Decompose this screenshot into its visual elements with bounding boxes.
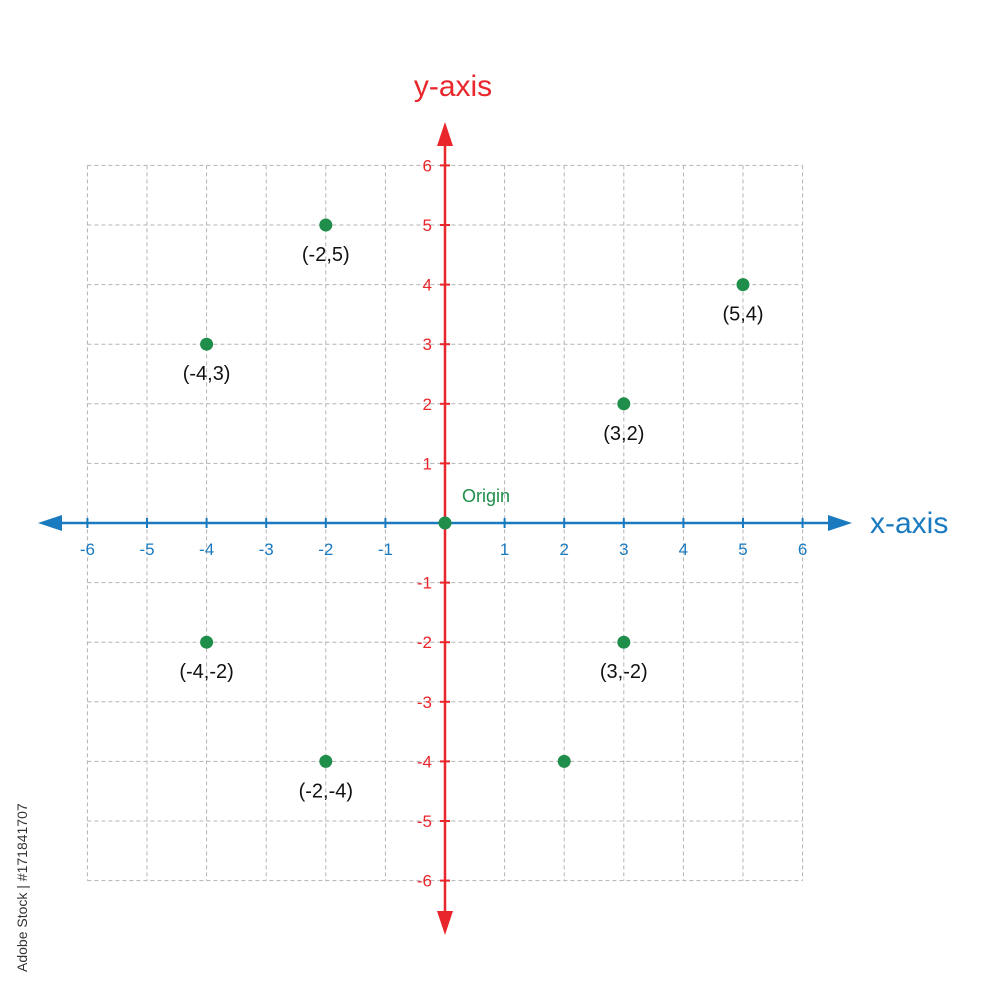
- x-axis-title: x-axis: [870, 507, 948, 540]
- data-points: (-2,5) (5,4) (-4,3) (3,2) (-4,-2) (3,-2) (-2,-…: [179, 218, 764, 802]
- data-point: [617, 397, 631, 411]
- data-point-label: (-4,-2): [179, 661, 233, 683]
- x-tick-label: 3: [619, 540, 628, 559]
- data-point: [200, 337, 214, 351]
- y-tick-label: -5: [417, 812, 432, 831]
- x-tick-label: -4: [199, 540, 214, 559]
- origin-label: Origin: [462, 486, 510, 506]
- x-tick-label: -3: [259, 540, 274, 559]
- tick-labels: -6 -5 -4 -3 -2 -1 1 2 3 4 5 6 6 5 4 3 2 1 -1 -2 -3 -4 -5 -6: [80, 156, 807, 890]
- data-point: [617, 635, 631, 649]
- x-tick-label: 6: [798, 540, 807, 559]
- y-tick-label: 6: [423, 156, 432, 175]
- data-point: [438, 516, 452, 530]
- y-tick-label: -4: [417, 752, 432, 771]
- y-tick-label: 1: [423, 454, 432, 473]
- watermark: Adobe Stock | #171841707: [14, 803, 30, 972]
- y-tick-label: -2: [417, 633, 432, 652]
- data-point-label: (3,2): [603, 423, 644, 445]
- y-tick-label: 5: [423, 216, 432, 235]
- y-axis-arrow-top: [437, 122, 453, 146]
- x-tick-label: 4: [679, 540, 688, 559]
- y-axis-title: y-axis: [414, 70, 492, 103]
- x-axis-arrow-left: [38, 515, 62, 531]
- y-tick-label: 2: [423, 395, 432, 414]
- data-point-label: (5,4): [722, 304, 763, 326]
- data-point-label: (3,-2): [600, 661, 648, 683]
- x-tick-label: 2: [559, 540, 568, 559]
- x-tick-label: 1: [500, 540, 509, 559]
- y-tick-label: 3: [423, 335, 432, 354]
- x-axis-arrow-right: [828, 515, 852, 531]
- y-axis-arrow-bottom: [437, 911, 453, 935]
- x-tick-label: -1: [378, 540, 393, 559]
- x-tick-label: -6: [80, 540, 95, 559]
- data-point-label: (-2,-4): [299, 780, 353, 802]
- y-tick-label: -6: [417, 872, 432, 891]
- data-point: [319, 754, 333, 768]
- x-tick-label: 5: [738, 540, 747, 559]
- x-tick-label: -5: [139, 540, 154, 559]
- data-point: [319, 218, 333, 232]
- data-point: [557, 754, 571, 768]
- y-tick-label: -3: [417, 693, 432, 712]
- data-point-label: (-4,3): [183, 363, 231, 385]
- data-point-label: (-2,5): [302, 244, 350, 266]
- y-tick-label: 4: [423, 276, 432, 295]
- data-point: [736, 278, 750, 292]
- data-point: [200, 635, 214, 649]
- y-tick-label: -1: [417, 574, 432, 593]
- x-tick-label: -2: [318, 540, 333, 559]
